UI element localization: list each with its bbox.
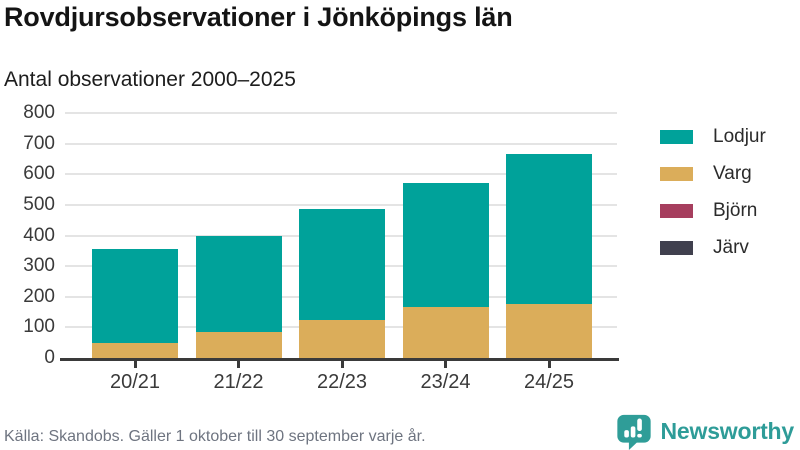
x-tick-label: 22/23: [316, 371, 368, 393]
gridline: [65, 112, 617, 114]
legend: Lodjur Varg Björn Järv: [660, 126, 766, 259]
legend-item-varg: Varg: [660, 163, 766, 185]
legend-label: Lodjur: [713, 126, 766, 147]
newsworthy-logo[interactable]: Newsworthy: [615, 413, 794, 450]
source-note: Källa: Skandobs. Gäller 1 oktober till 3…: [4, 428, 426, 445]
x-tick-label: 21/22: [213, 371, 264, 393]
y-tick-label: 100: [23, 316, 55, 338]
x-axis-tick: [444, 361, 447, 368]
y-tick-label: 400: [23, 224, 55, 246]
bar-segment-varg: [92, 342, 178, 358]
legend-label: Varg: [713, 163, 752, 184]
y-tick-label: 700: [23, 132, 55, 154]
chart-subtitle: Antal observationer 2000–2025: [4, 68, 296, 91]
legend-swatch: [660, 204, 693, 218]
bar-segment-lodjur: [402, 183, 489, 308]
x-tick-label: 23/24: [420, 371, 471, 393]
gridline: [65, 203, 617, 206]
bar-segment-lodjur: [195, 235, 282, 332]
y-tick-label: 600: [23, 163, 55, 185]
chart-title: Rovdjursobservationer i Jönköpings län: [4, 2, 513, 32]
legend-item-järv: Järv: [660, 237, 766, 259]
x-tick-label: 24/25: [523, 371, 575, 393]
legend-swatch: [660, 130, 693, 144]
x-axis-tick: [547, 361, 551, 368]
x-axis-line: [60, 358, 619, 361]
bar-segment-lodjur: [299, 209, 385, 320]
y-tick-label: 200: [23, 285, 55, 307]
legend-item-lodjur: Lodjur: [660, 126, 766, 148]
y-tick-label: 500: [23, 193, 55, 215]
y-tick-label: 300: [23, 255, 55, 277]
y-tick-label: 800: [23, 102, 55, 123]
legend-item-björn: Björn: [660, 200, 766, 222]
x-tick-label: 20/21: [109, 371, 161, 393]
bar-segment-varg: [299, 319, 385, 358]
bar-segment-lodjur: [92, 249, 178, 343]
x-axis-tick: [340, 361, 344, 368]
legend-label: Järv: [713, 237, 749, 258]
legend-swatch: [660, 167, 693, 181]
x-axis-tick: [237, 361, 240, 368]
x-axis-tick: [133, 361, 137, 368]
bar-chart-speech-bubble-icon: [615, 413, 653, 450]
bar-segment-varg: [195, 331, 282, 358]
legend-swatch: [660, 241, 693, 255]
plot-area: [65, 112, 617, 358]
bar-segment-lodjur: [506, 154, 592, 305]
gridline: [65, 142, 617, 145]
legend-label: Björn: [713, 200, 758, 221]
bar-segment-varg: [402, 307, 489, 358]
brand-name: Newsworthy: [660, 418, 795, 444]
gridline: [65, 173, 617, 176]
y-tick-label: 0: [44, 347, 55, 368]
bar-segment-varg: [506, 304, 592, 358]
